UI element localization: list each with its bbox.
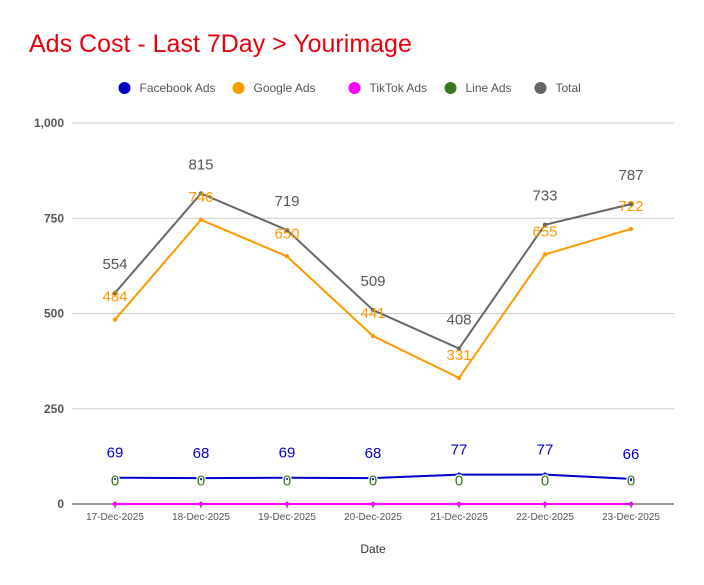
- data-label: 746: [188, 189, 213, 206]
- legend-marker-facebook-ads: [118, 82, 131, 94]
- data-point: [198, 191, 204, 196]
- y-tick-label: 0: [57, 497, 64, 511]
- legend-label-tiktok-ads: TikTok Ads: [370, 81, 428, 95]
- x-tick-label: 17-Dec-2025: [86, 512, 144, 523]
- data-label: 0: [455, 473, 463, 490]
- data-label: 509: [360, 273, 385, 290]
- y-tick-label: 750: [44, 211, 64, 225]
- data-point: [112, 317, 118, 322]
- data-label: 77: [451, 442, 468, 459]
- data-point: [370, 475, 376, 481]
- data-point: [628, 501, 634, 507]
- x-tick-label: 19-Dec-2025: [258, 512, 316, 523]
- data-point: [284, 227, 290, 233]
- data-label: 0: [197, 473, 205, 490]
- data-point: [198, 475, 204, 481]
- data-point: [370, 501, 376, 507]
- data-label: 719: [274, 193, 299, 210]
- data-point: [628, 476, 634, 482]
- x-axis-title: Date: [360, 542, 386, 556]
- chart-title: Ads Cost - Last 7Day > Yourimage: [29, 30, 412, 58]
- data-point: [456, 375, 462, 381]
- data-label: 66: [623, 446, 640, 463]
- legend-label-line-ads: Line Ads: [466, 81, 512, 95]
- x-tick-label: 21-Dec-2025: [430, 512, 488, 523]
- data-point: [112, 501, 118, 507]
- data-label: 68: [193, 445, 210, 462]
- data-point: [456, 472, 462, 477]
- data-point: [542, 222, 548, 227]
- data-point: [112, 475, 118, 480]
- series-line-total: [114, 192, 632, 350]
- data-label: 69: [107, 445, 124, 462]
- data-point: [370, 333, 376, 339]
- data-point: [284, 475, 290, 480]
- data-point: [456, 501, 462, 507]
- y-tick-label: 250: [44, 402, 64, 416]
- data-point: [284, 501, 290, 507]
- data-point: [370, 307, 376, 313]
- data-label: 815: [188, 156, 213, 173]
- legend-marker-google-ads: [232, 82, 245, 94]
- legend-marker-total: [534, 82, 547, 94]
- series-line-google-ads: [114, 218, 632, 380]
- x-tick-label: 18-Dec-2025: [172, 512, 230, 523]
- data-point: [198, 501, 204, 507]
- data-label: 484: [102, 289, 127, 306]
- data-point: [112, 290, 118, 296]
- data-label: 331: [446, 347, 471, 364]
- legend-label-facebook-ads: Facebook Ads: [140, 81, 216, 95]
- data-label: 554: [102, 256, 127, 273]
- data-label: 0: [111, 473, 119, 490]
- data-label: 655: [532, 223, 557, 240]
- data-label: 0: [283, 473, 291, 490]
- data-point: [542, 252, 548, 257]
- y-tick-label: 1,000: [34, 116, 64, 130]
- data-label: 650: [274, 225, 299, 242]
- data-point: [542, 501, 548, 507]
- data-point: [198, 217, 204, 222]
- data-label: 722: [618, 198, 643, 215]
- data-point: [542, 472, 548, 477]
- x-tick-label: 20-Dec-2025: [344, 512, 402, 523]
- data-label: 0: [627, 473, 635, 490]
- data-point: [456, 346, 462, 351]
- data-point: [628, 226, 634, 232]
- data-label: 68: [365, 445, 382, 462]
- data-point: [284, 254, 290, 259]
- legend-marker-line-ads: [444, 82, 457, 94]
- data-label: 408: [446, 312, 471, 329]
- data-label: 787: [618, 167, 643, 184]
- data-label: 0: [541, 473, 549, 490]
- data-label: 441: [360, 305, 385, 322]
- legend-label-google-ads: Google Ads: [254, 81, 316, 95]
- x-tick-label: 23-Dec-2025: [602, 512, 660, 523]
- x-tick-label: 22-Dec-2025: [516, 512, 574, 523]
- y-tick-label: 500: [44, 307, 64, 321]
- data-label: 77: [537, 442, 554, 459]
- data-label: 0: [369, 473, 377, 490]
- legend-label-total: Total: [556, 81, 581, 95]
- legend-marker-tiktok-ads: [348, 82, 361, 94]
- data-point: [628, 201, 634, 207]
- data-label: 69: [279, 445, 296, 462]
- data-label: 733: [532, 188, 557, 205]
